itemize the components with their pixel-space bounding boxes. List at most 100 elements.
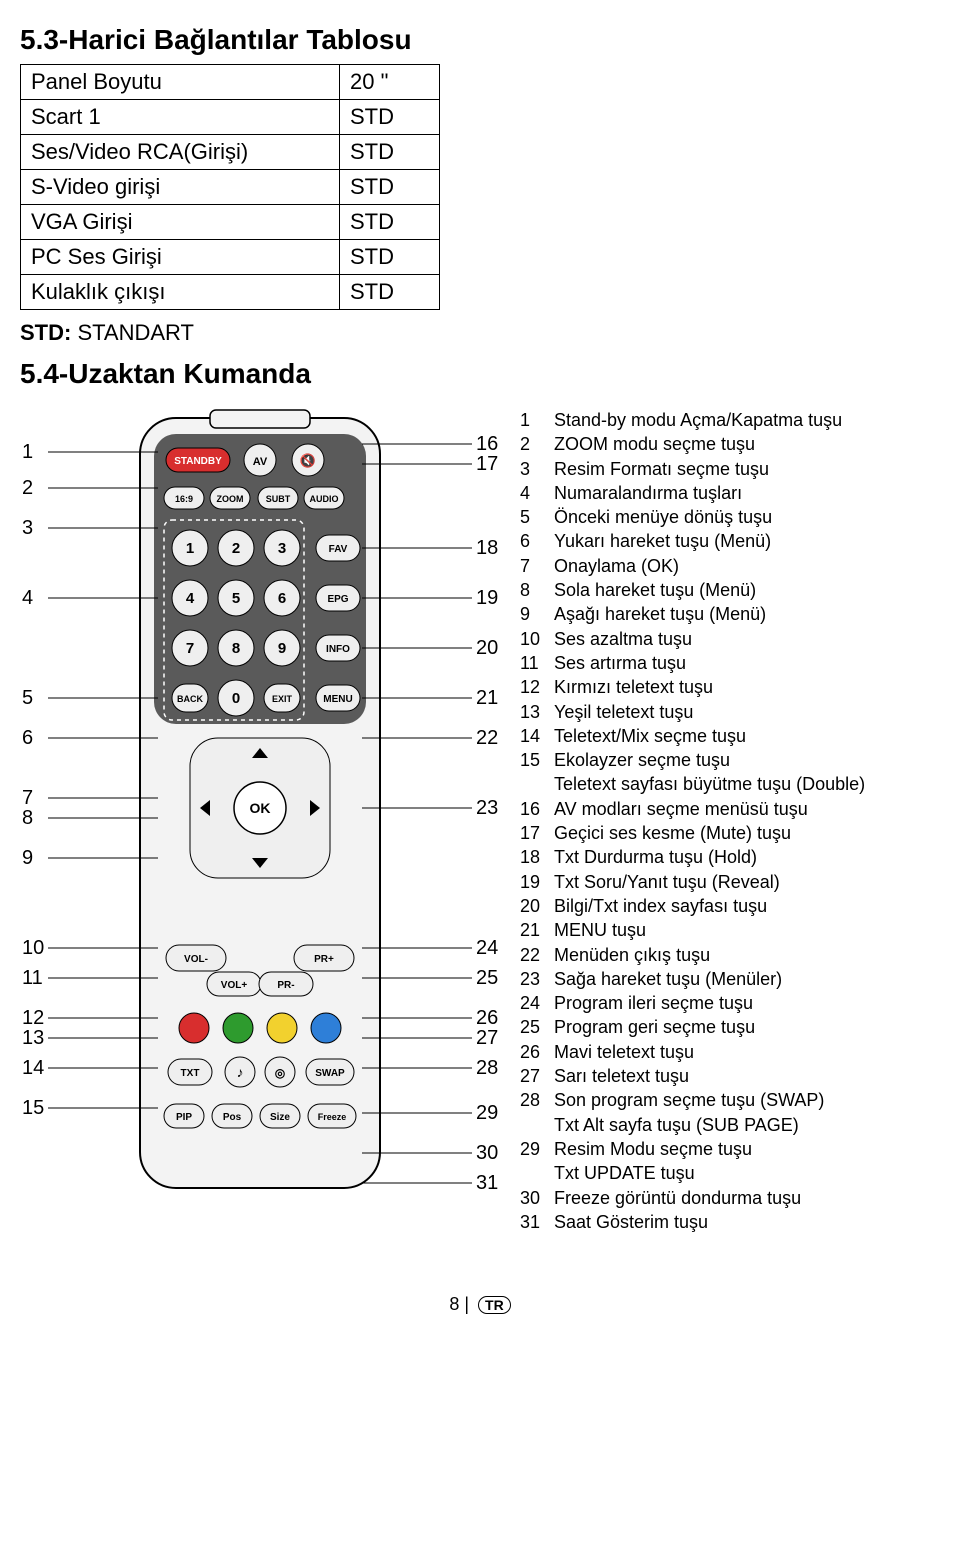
legend-num: 2 (520, 432, 554, 456)
svg-text:25: 25 (476, 967, 498, 989)
legend-row: 19Txt Soru/Yanıt tuşu (Reveal) (520, 870, 865, 894)
legend-row: 30Freeze görüntü dondurma tuşu (520, 1186, 865, 1210)
svg-text:19: 19 (476, 587, 498, 609)
remote-diagram: STANDBYAV🔇16:9ZOOMSUBTAUDIO123456789BACK… (20, 408, 500, 1208)
legend-row: 25Program geri seçme tuşu (520, 1015, 865, 1039)
legend-row: Txt UPDATE tuşu (520, 1161, 865, 1185)
svg-text:10: 10 (22, 937, 44, 959)
table-row: Ses/Video RCA(Girişi)STD (21, 135, 440, 170)
legend-text: Program ileri seçme tuşu (554, 991, 753, 1015)
svg-text:16: 16 (476, 433, 498, 455)
legend-row: Teletext sayfası büyütme tuşu (Double) (520, 772, 865, 796)
table-cell: 20 " (340, 65, 440, 100)
table-cell: STD (340, 275, 440, 310)
svg-text:SWAP: SWAP (315, 1068, 345, 1079)
svg-text:29: 29 (476, 1102, 498, 1124)
legend-row: 1Stand-by modu Açma/Kapatma tuşu (520, 408, 865, 432)
legend-row: 29Resim Modu seçme tuşu (520, 1137, 865, 1161)
svg-text:OK: OK (250, 800, 271, 816)
legend-num (520, 772, 554, 796)
svg-text:PR+: PR+ (314, 954, 334, 965)
legend-text: Sağa hareket tuşu (Menüler) (554, 967, 782, 991)
legend-text: Teletext/Mix seçme tuşu (554, 724, 746, 748)
legend-num: 29 (520, 1137, 554, 1161)
legend-row: 8Sola hareket tuşu (Menü) (520, 578, 865, 602)
svg-text:17: 17 (476, 453, 498, 475)
legend-text: Resim Formatı seçme tuşu (554, 457, 769, 481)
legend-num: 1 (520, 408, 554, 432)
legend-list: 1Stand-by modu Açma/Kapatma tuşu2ZOOM mo… (520, 408, 865, 1234)
legend-text: Freeze görüntü dondurma tuşu (554, 1186, 801, 1210)
legend-text: Mavi teletext tuşu (554, 1040, 694, 1064)
svg-text:9: 9 (278, 640, 286, 657)
svg-text:7: 7 (22, 787, 33, 809)
svg-text:2: 2 (232, 540, 240, 557)
legend-row: 3Resim Formatı seçme tuşu (520, 457, 865, 481)
svg-text:16:9: 16:9 (175, 494, 193, 504)
svg-text:AV: AV (253, 456, 268, 468)
std-label: STD: (20, 320, 71, 345)
svg-text:15: 15 (22, 1097, 44, 1119)
legend-text: Geçici ses kesme (Mute) tuşu (554, 821, 791, 845)
svg-text:EPG: EPG (327, 594, 348, 605)
svg-text:31: 31 (476, 1172, 498, 1194)
svg-text:1: 1 (186, 540, 194, 557)
svg-text:FAV: FAV (329, 544, 348, 555)
legend-num: 6 (520, 529, 554, 553)
svg-text:AUDIO: AUDIO (310, 494, 339, 504)
svg-text:3: 3 (278, 540, 286, 557)
legend-num: 20 (520, 894, 554, 918)
legend-num: 21 (520, 918, 554, 942)
legend-row: 4Numaralandırma tuşları (520, 481, 865, 505)
table-cell: Ses/Video RCA(Girişi) (21, 135, 340, 170)
legend-text: Txt UPDATE tuşu (554, 1161, 695, 1185)
std-note: STD: STANDART (20, 320, 940, 346)
legend-text: Kırmızı teletext tuşu (554, 675, 713, 699)
legend-row: 9Aşağı hareket tuşu (Menü) (520, 602, 865, 626)
svg-text:SUBT: SUBT (266, 494, 291, 504)
svg-text:8: 8 (22, 807, 33, 829)
legend-num (520, 1161, 554, 1185)
legend-num: 23 (520, 967, 554, 991)
svg-text:21: 21 (476, 687, 498, 709)
legend-num: 30 (520, 1186, 554, 1210)
legend-num: 15 (520, 748, 554, 772)
legend-row: 16AV modları seçme menüsü tuşu (520, 797, 865, 821)
svg-text:MENU: MENU (323, 694, 352, 705)
table-cell: STD (340, 205, 440, 240)
svg-text:VOL-: VOL- (184, 954, 208, 965)
legend-text: Aşağı hareket tuşu (Menü) (554, 602, 766, 626)
svg-text:27: 27 (476, 1027, 498, 1049)
spec-table: Panel Boyutu20 "Scart 1STDSes/Video RCA(… (20, 64, 440, 310)
legend-text: Yukarı hareket tuşu (Menü) (554, 529, 771, 553)
svg-text:🔇: 🔇 (300, 453, 316, 468)
table-row: Kulaklık çıkışıSTD (21, 275, 440, 310)
legend-num: 22 (520, 943, 554, 967)
legend-num: 14 (520, 724, 554, 748)
svg-text:13: 13 (22, 1027, 44, 1049)
svg-text:EXIT: EXIT (272, 694, 293, 704)
legend-row: Txt Alt sayfa tuşu (SUB PAGE) (520, 1113, 865, 1137)
legend-row: 18Txt Durdurma tuşu (Hold) (520, 845, 865, 869)
page-footer: 8 | TR (20, 1294, 940, 1315)
legend-num: 17 (520, 821, 554, 845)
svg-text:6: 6 (22, 727, 33, 749)
svg-text:14: 14 (22, 1057, 44, 1079)
svg-text:12: 12 (22, 1007, 44, 1029)
svg-text:8: 8 (232, 640, 240, 657)
legend-row: 12Kırmızı teletext tuşu (520, 675, 865, 699)
svg-text:2: 2 (22, 477, 33, 499)
legend-text: Program geri seçme tuşu (554, 1015, 755, 1039)
svg-text:11: 11 (22, 967, 43, 989)
table-cell: STD (340, 135, 440, 170)
legend-text: ZOOM modu seçme tuşu (554, 432, 755, 456)
table-row: S-Video girişiSTD (21, 170, 440, 205)
svg-text:24: 24 (476, 937, 498, 959)
table-cell: Panel Boyutu (21, 65, 340, 100)
legend-num: 7 (520, 554, 554, 578)
svg-text:BACK: BACK (177, 694, 203, 704)
legend-row: 2ZOOM modu seçme tuşu (520, 432, 865, 456)
svg-text:1: 1 (22, 441, 33, 463)
legend-text: Menüden çıkış tuşu (554, 943, 710, 967)
table-cell: S-Video girişi (21, 170, 340, 205)
